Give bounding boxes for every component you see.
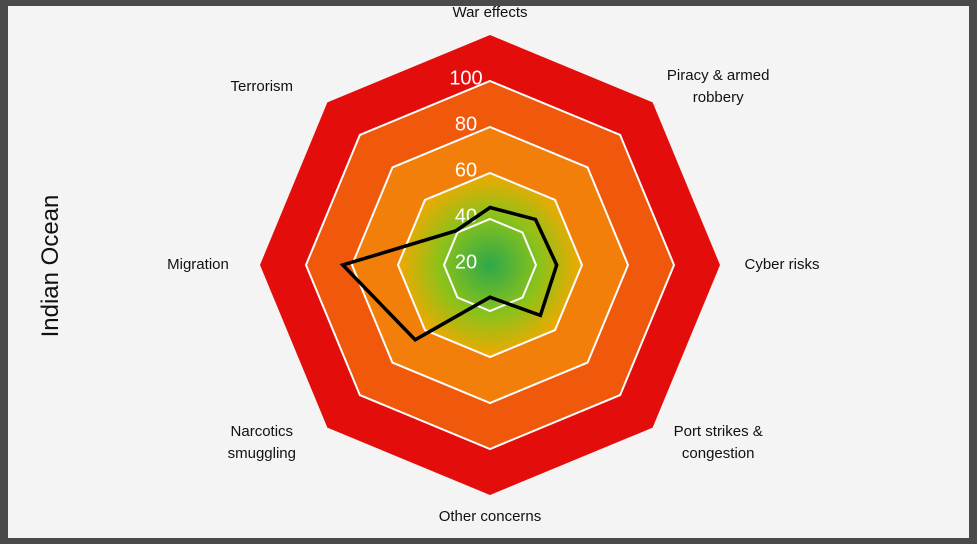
grid-ring [398, 173, 582, 357]
page: {"chart_data": {"type": "radar", "title"… [0, 0, 977, 544]
y-tick-label: 20 [455, 251, 477, 273]
y-tick-label: 60 [455, 159, 477, 181]
axis-label: Cyber risks [717, 254, 847, 276]
chart-title: Indian Ocean [37, 195, 65, 338]
axis-label: Piracy & armed robbery [653, 65, 783, 109]
y-tick-label: 80 [455, 113, 477, 135]
y-tick-label: 100 [449, 67, 482, 89]
axis-label: Narcotics smuggling [197, 421, 327, 465]
axis-label: War effects [425, 2, 555, 24]
axis-label: Port strikes & congestion [653, 421, 783, 465]
axis-label: Other concerns [425, 506, 555, 528]
axis-label: Migration [133, 254, 263, 276]
axis-label: Terrorism [197, 76, 327, 98]
